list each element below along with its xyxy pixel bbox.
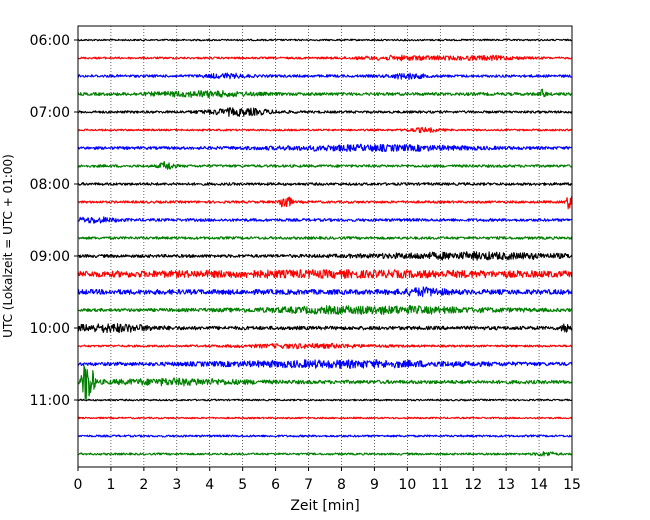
trace-0645 [77,88,573,99]
x-tick-label: 14 [530,477,548,493]
trace-0600 [77,38,573,42]
x-tick-label: 13 [497,477,515,493]
x-tick-label: 0 [74,477,83,493]
trace-0745 [77,161,573,170]
x-tick-label: 4 [205,477,214,493]
x-axis-label: Zeit [min] [290,498,359,514]
x-tick-label: 3 [172,477,181,493]
trace-0630 [77,72,573,81]
x-tick-label: 2 [139,477,148,493]
trace-0800 [77,182,573,186]
trace-0715 [77,126,573,134]
x-tick-label: 15 [563,477,581,493]
x-axis-ticks: 0 1 2 3 4 5 6 7 8 9 10 11 12 13 14 15 [74,467,581,493]
y-tick-label: 10:00 [30,321,70,337]
trace-1130 [77,434,573,438]
trace-1100 [77,398,573,402]
trace-0615 [77,54,573,62]
y-axis-ticks: 06:00 07:00 08:00 09:00 10:00 11:00 [30,33,78,409]
x-tick-label: 1 [106,477,115,493]
trace-0830 [77,216,573,224]
trace-0845 [77,236,573,240]
y-tick-label: 06:00 [30,33,70,49]
trace-0945 [77,305,573,316]
trace-0815 [77,195,573,210]
x-tick-label: 7 [304,477,313,493]
y-axis-label: UTC (Lokalzeit = UTC + 01:00) [1,154,15,338]
seismogram-traces [77,38,573,457]
trace-1145 [77,451,573,457]
trace-0915 [77,268,573,279]
trace-0900 [77,251,573,261]
trace-1015 [77,342,573,350]
y-tick-label: 08:00 [30,177,70,193]
x-tick-label: 5 [238,477,247,493]
x-tick-label: 11 [431,477,449,493]
trace-1045 [77,365,573,402]
y-tick-label: 07:00 [30,105,70,121]
x-tick-label: 12 [464,477,482,493]
y-tick-label: 09:00 [30,249,70,265]
trace-1030 [77,359,573,369]
trace-0930 [77,286,573,298]
trace-1115 [77,416,573,420]
trace-0700 [77,107,573,117]
plot-frame [77,25,573,468]
x-tick-label: 10 [398,477,416,493]
y-tick-label: 11:00 [30,393,70,409]
trace-0730 [77,143,573,153]
x-tick-label: 8 [337,477,346,493]
x-tick-label: 9 [370,477,379,493]
plot-background [78,26,572,467]
trace-1000 [77,323,573,334]
x-tick-label: 6 [271,477,280,493]
